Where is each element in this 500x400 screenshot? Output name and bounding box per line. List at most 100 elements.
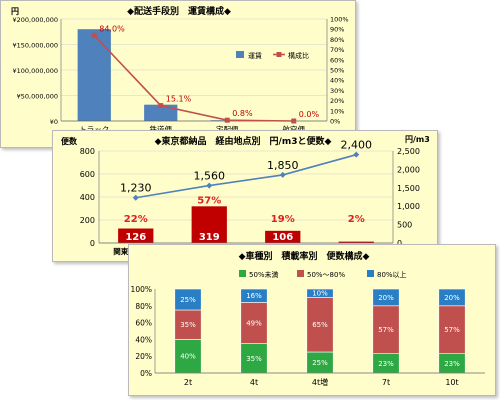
y-tick-label: ¥150,000,000 bbox=[13, 42, 59, 50]
line-marker bbox=[158, 103, 164, 109]
legend-label: 50%未満 bbox=[249, 270, 279, 279]
bar-value-label: 126 bbox=[125, 232, 146, 243]
x-tick-label: トラック bbox=[79, 125, 109, 134]
legend-swatch bbox=[297, 270, 304, 277]
line-marker bbox=[279, 171, 286, 178]
segment-label: 23% bbox=[444, 360, 460, 368]
y-unit-label: 円 bbox=[11, 7, 19, 16]
bar bbox=[144, 104, 178, 121]
ratio-line bbox=[93, 34, 294, 122]
segment-label: 25% bbox=[180, 296, 196, 304]
data-label: 2,400 bbox=[341, 139, 373, 152]
x-tick-label: 宅配便 bbox=[216, 124, 239, 134]
bar bbox=[265, 230, 301, 243]
stacked-bar-segment bbox=[438, 288, 466, 307]
y-tick-label: 800 bbox=[80, 147, 95, 156]
x-tick-label: 鉄道便 bbox=[150, 124, 173, 134]
x-tick-label: 2t bbox=[184, 378, 192, 387]
x-tick-label: 航空便 bbox=[283, 124, 306, 134]
data-label: 1,560 bbox=[194, 170, 226, 183]
stacked-bar-segment bbox=[438, 305, 466, 354]
route-cost-chart: ◆東京都納品 経由地点別 円/m3と便数◆ 便数 円/m3 800 600 400 200 0… bbox=[52, 130, 438, 262]
y-tick-label: 40% bbox=[135, 335, 152, 344]
y2-tick-label: 40% bbox=[330, 77, 344, 85]
y2-tick-label: 100% bbox=[330, 16, 349, 24]
cost-line bbox=[135, 153, 357, 199]
y2-tick-label: 0 bbox=[397, 239, 402, 248]
freight-composition-svg: ◆配送手段別 運賃構成◆ 円¥200,000,000 ¥150,000,000 ¥10… bbox=[11, 5, 349, 134]
stacked-bar-segment bbox=[372, 305, 400, 354]
y-unit-label: 便数 bbox=[61, 136, 78, 146]
legend-swatch bbox=[236, 51, 244, 58]
legend-label: 80%以上 bbox=[377, 270, 407, 279]
y2-tick-label: 1,500 bbox=[397, 184, 420, 193]
y2-tick-label: 2,000 bbox=[397, 165, 420, 174]
data-label: 0.0% bbox=[299, 110, 320, 119]
pct-label: 22% bbox=[124, 214, 148, 225]
y2-tick-label: 30% bbox=[330, 87, 344, 95]
y-tick-label: 400 bbox=[80, 193, 95, 202]
y2-tick-label: 50% bbox=[330, 67, 344, 75]
loading-rate-svg: ◆車種別 積載率別 便数構成◆ 50%未満 50%～80% 80%以上 100% 80% 6… bbox=[131, 250, 485, 387]
x-tick-label: 4t増 bbox=[312, 377, 328, 387]
segment-label: 23% bbox=[378, 360, 394, 368]
segment-label: 16% bbox=[246, 292, 262, 300]
x-tick-label: 10t bbox=[445, 378, 458, 387]
y2-tick-label: 500 bbox=[397, 221, 412, 230]
legend-label: 構成比 bbox=[288, 51, 309, 60]
line-marker bbox=[132, 194, 139, 201]
legend-swatch bbox=[239, 270, 246, 277]
y2-tick-label: 2,500 bbox=[397, 147, 420, 156]
y-tick-label: 600 bbox=[80, 170, 95, 179]
y-tick-label: ¥50,000,000 bbox=[17, 93, 58, 101]
y-tick-label: 0% bbox=[140, 369, 152, 378]
line-marker bbox=[206, 182, 213, 189]
segment-label: 25% bbox=[312, 359, 328, 367]
segment-label: 20% bbox=[378, 294, 394, 302]
y2-tick-label: 70% bbox=[330, 46, 344, 54]
y-tick-label: 100% bbox=[131, 285, 152, 294]
legend-label: 50%～80% bbox=[307, 271, 345, 279]
bar bbox=[118, 228, 154, 243]
segment-label: 57% bbox=[378, 326, 394, 334]
line-marker bbox=[91, 32, 97, 38]
chart-title: ◆配送手段別 運賃構成◆ bbox=[127, 5, 231, 17]
y-tick-label: 80% bbox=[135, 302, 152, 311]
pct-label: 2% bbox=[348, 214, 365, 225]
y2-tick-label: 0% bbox=[330, 118, 340, 126]
y2-tick-label: 20% bbox=[330, 97, 344, 105]
y2-tick-label: 80% bbox=[330, 36, 344, 44]
y-tick-label: 60% bbox=[135, 319, 152, 328]
data-label: 84.0% bbox=[99, 24, 125, 33]
y-tick-label: 200 bbox=[80, 216, 95, 225]
data-label: 0.8% bbox=[232, 109, 253, 118]
segment-label: 57% bbox=[444, 326, 460, 334]
x-tick-label: 7t bbox=[382, 378, 390, 387]
segment-label: 49% bbox=[246, 320, 262, 328]
y2-tick-label: 10% bbox=[330, 107, 344, 115]
data-label: 15.1% bbox=[166, 95, 192, 104]
chart-title: ◆車種別 積載率別 便数構成◆ bbox=[239, 250, 370, 262]
route-cost-svg: ◆東京都納品 経由地点別 円/m3と便数◆ 便数 円/m3 800 600 400 200 0… bbox=[61, 135, 430, 256]
x-tick-label: 4t bbox=[250, 378, 258, 387]
bar-value-label: 319 bbox=[199, 232, 220, 243]
stacked-bar-segment bbox=[372, 288, 400, 307]
data-label: 1,850 bbox=[267, 159, 299, 172]
stacked-bar-segment bbox=[306, 297, 334, 353]
y-tick-label: ¥200,000,000 bbox=[13, 16, 59, 24]
line-marker bbox=[353, 151, 360, 158]
segment-label: 10% bbox=[312, 290, 328, 298]
segment-label: 20% bbox=[444, 294, 460, 302]
bar bbox=[191, 206, 227, 243]
chart-title: ◆東京都納品 経由地点別 円/m3と便数◆ bbox=[155, 135, 332, 147]
bar bbox=[77, 29, 111, 122]
legend-marker bbox=[276, 52, 282, 57]
segment-label: 35% bbox=[180, 321, 196, 329]
y2-unit-label: 円/m3 bbox=[405, 135, 430, 144]
y2-tick-label: 60% bbox=[330, 56, 344, 64]
pct-label: 57% bbox=[197, 195, 221, 206]
stacked-bar-segment bbox=[306, 288, 334, 298]
stacked-bar-segment bbox=[240, 343, 268, 374]
stacked-bar-segment bbox=[240, 288, 268, 303]
y2-tick-label: 1,000 bbox=[397, 202, 420, 211]
